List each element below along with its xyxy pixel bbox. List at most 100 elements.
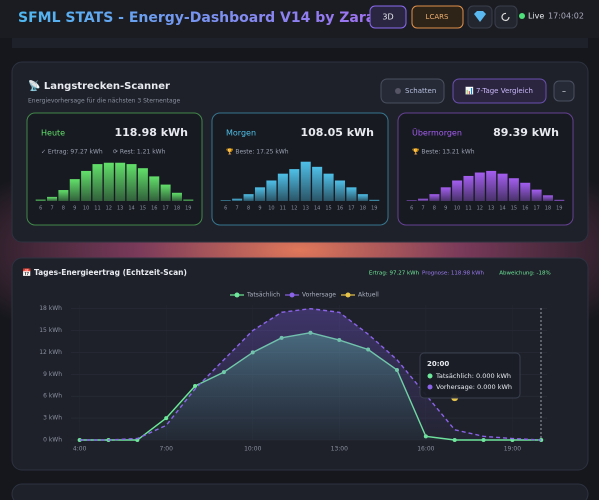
x-tick-label: 9 [444,206,447,212]
stat: Abweichung: -18% [499,271,550,277]
x-tick-label: 6 [410,206,413,212]
x-tick-label: 15 [140,206,146,212]
x-tick-label: 7 [421,206,424,212]
x-tick-label: 12 [477,206,483,212]
day-note: ✓ Ertrag: 97.27 kWh [41,149,103,156]
bar [520,182,531,201]
x-tick-label: 15 [511,206,517,212]
bar [266,180,277,201]
button-label[interactable]: 📊 7-Tage Vergleich [465,86,533,95]
button-label[interactable]: LCARS [426,13,449,21]
bar [92,164,103,201]
x-tick-label: 10 [83,206,89,212]
bar [554,199,565,201]
button-label[interactable]: Schatten [405,87,436,95]
point [164,416,169,421]
bar [542,195,553,201]
x-tick-label: 9 [73,206,76,212]
x-tick-label: 12 [291,206,297,212]
diamond-icon [474,11,486,22]
day-title: Morgen [226,129,256,138]
bar [69,179,80,201]
bar [149,176,160,201]
bar [300,161,311,201]
x-tick-label: 19 [371,206,377,212]
day-total: 108.05 kWh [300,126,374,139]
y-tick-label: 18 kWh [39,305,62,312]
icon-button[interactable] [494,5,518,29]
bar [137,168,148,201]
day-total: 89.39 kWh [493,126,559,139]
x-tick-label: 10 [454,206,460,212]
x-tick-label: 14 [128,206,134,212]
bar [160,184,171,201]
bar [508,178,519,201]
day-title: Übermorgen [412,128,462,138]
x-tick-label: 12 [106,206,112,212]
bar [81,170,92,201]
point [193,384,198,388]
x-tick-label: 17 [348,206,354,212]
refresh-icon [501,12,510,21]
x-tick-label: 13 [488,206,494,212]
live-label: Live [528,12,544,21]
header-title: SFML STATS - Energy-Dashboard V14 by Zar… [18,10,375,26]
day-total: 118.98 kWh [114,126,188,139]
y-tick-label: 15 kWh [39,327,62,334]
x-tick-label: 9 [258,206,261,212]
x-tick-label: 13 [303,206,309,212]
bar [497,173,508,201]
x-tick-label: 16:00 [417,446,434,453]
x-tick-label: 15 [325,206,331,212]
tooltip-dot [427,373,433,379]
bar [126,164,137,201]
bar [474,172,485,201]
bar [35,199,46,201]
button[interactable] [380,78,445,104]
button-label[interactable]: 3D [382,13,393,22]
legend-label: Aktuell [358,292,379,299]
button[interactable] [553,80,575,102]
x-tick-label: 7 [50,206,53,212]
button[interactable] [411,5,464,29]
x-tick-label: 16 [522,206,528,212]
x-tick-label: 8 [247,206,250,212]
scanner-title: 📡 Langstrecken-Scanner [28,79,170,92]
tooltip-title: 20:00 [427,360,449,368]
x-tick-label: 10 [268,206,274,212]
next-card [11,483,589,500]
series-area [79,308,542,440]
x-tick-label: 17 [533,206,539,212]
legend-dot [289,292,295,298]
bar [418,198,429,201]
bar [440,187,451,201]
day-note: 🏆 Beste: 13.21 kWh [412,148,475,156]
bar [254,187,266,201]
scanner-subtitle: Energievorhersage für die nächsten 3 Ste… [28,98,180,105]
x-tick-label: 18 [360,206,366,212]
button[interactable] [452,78,547,104]
x-tick-label: 19 [556,206,562,212]
x-tick-label: 19:00 [504,446,521,453]
x-tick-label: 17 [162,206,168,212]
tooltip-line: Tatsächlich: 0.000 kWh [435,372,511,380]
y-tick-label: 12 kWh [39,349,62,356]
bar [452,180,463,201]
x-tick-label: 11 [465,206,471,212]
bar [312,166,323,201]
legend-dot [345,292,351,298]
bar [323,173,334,201]
bar [463,175,474,201]
x-tick-label: 7:00 [159,446,173,453]
stat: Prognose: 118.98 kWh [422,271,485,277]
bar [103,162,114,201]
chart-title: 📅 Tages-Energieertrag (Echtzeit-Scan) [22,268,187,277]
button[interactable] [369,5,407,29]
x-tick-label: 10:00 [244,446,261,453]
button-label[interactable]: – [562,87,566,96]
bar [486,170,497,201]
moon-icon [395,88,401,94]
x-tick-label: 13 [117,206,123,212]
x-tick-label: 11 [94,206,100,212]
